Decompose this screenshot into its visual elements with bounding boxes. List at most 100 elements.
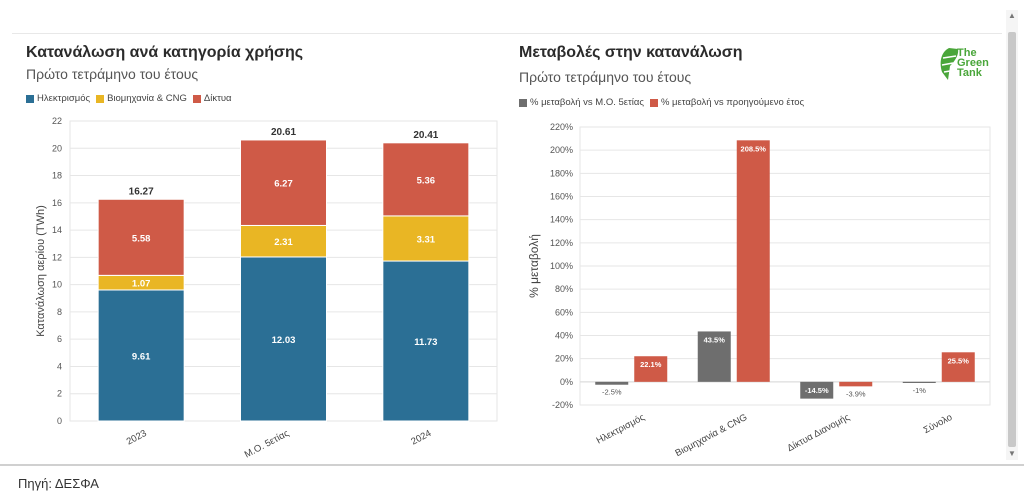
legend-label: Δίκτυα: [203, 93, 232, 104]
top-divider: [12, 33, 1002, 34]
x-tick-label: Βιομηχανία & CNG: [674, 412, 750, 459]
scroll-down-icon[interactable]: ▼: [1008, 449, 1016, 458]
bar-segment: [240, 139, 327, 226]
y-tick-label: 4: [57, 361, 62, 371]
scrollbar-thumb[interactable]: [1008, 32, 1016, 447]
logo-line3: Tank: [957, 67, 982, 79]
y-tick-label: 8: [57, 307, 62, 317]
bar: [634, 356, 668, 382]
y-tick-label: 220%: [550, 122, 573, 132]
logo-text: The Green Tank: [957, 47, 989, 79]
consumption-stacked-bar-chart: 0 2 4 6 8 10 12 14 16 18 20 22 Κατανάλωση αερίου (TW…: [35, 116, 498, 461]
legend-label: Βιομηχανία & CNG: [107, 93, 187, 104]
data-label: 3.31: [417, 234, 436, 245]
bar: [839, 381, 873, 387]
y-tick-label: 14: [52, 225, 62, 235]
data-label: -1%: [913, 386, 927, 395]
y-tick-label: -20%: [552, 400, 573, 410]
legend-swatch: [96, 94, 105, 103]
y-axis-label: % μεταβολή: [527, 234, 541, 298]
data-label: 2.31: [274, 237, 293, 248]
legend-item: Βιομηχανία & CNG: [96, 93, 187, 104]
logo-line1: The: [957, 47, 977, 59]
total-label: 20.61: [271, 127, 296, 138]
leaf-logo-icon: [940, 48, 959, 80]
bar: [902, 381, 936, 383]
bar-segment: [382, 215, 470, 262]
y-tick-label: 6: [57, 334, 62, 344]
y-tick-label: 80%: [555, 284, 573, 294]
y-tick-label: 20: [52, 143, 62, 153]
y-tick-label: 20%: [555, 354, 573, 364]
scroll-up-icon[interactable]: ▲: [1008, 11, 1016, 20]
y-tick-label: 16: [52, 198, 62, 208]
bar: [697, 331, 731, 382]
bar-segment: [382, 142, 470, 217]
right-chart-legend: % μεταβολή vs Μ.Ο. 5ετίας % μεταβολή vs π…: [519, 97, 810, 108]
legend-swatch: [649, 98, 658, 107]
legend-item: % μεταβολή vs Μ.Ο. 5ετίας: [519, 97, 644, 108]
y-tick-label: 180%: [550, 168, 573, 178]
y-tick-label: 2: [57, 389, 62, 399]
y-tick-label: 60%: [555, 307, 573, 317]
legend-swatch: [519, 98, 527, 107]
y-tick-label: 12: [52, 252, 62, 262]
data-label: 5.36: [417, 175, 436, 186]
y-tick-label: 160%: [550, 192, 573, 202]
y-tick-label: 200%: [550, 145, 573, 155]
bar: [595, 381, 629, 385]
source-note: Πηγή: ΔΕΣΦΑ: [18, 476, 99, 491]
green-tank-logo: The Green Tank: [938, 44, 998, 88]
data-label: -2.5%: [602, 388, 622, 397]
x-tick-label: Ηλεκτρισμός: [595, 412, 647, 447]
data-label: 22.1%: [640, 360, 662, 369]
y-tick-label: 120%: [550, 238, 573, 248]
bar-segment: [97, 198, 185, 276]
right-chart-title: Μεταβολές στην κατανάλωση: [519, 44, 743, 61]
bar: [800, 381, 834, 399]
left-chart-legend: Ηλεκτρισμός Βιομηχανία & CNG Δίκτυα: [26, 93, 238, 104]
legend-item: % μεταβολή vs προηγούμενο έτος: [649, 97, 805, 108]
data-label: 11.73: [414, 337, 437, 348]
data-label: 1.07: [132, 279, 151, 290]
change-bar-chart: -20% 0% 20% 40% 60% 80% 100% 120% 140% 160% 180% 20…: [527, 122, 991, 459]
y-tick-label: 100%: [550, 261, 573, 271]
total-label: 20.41: [413, 130, 438, 141]
bar-segment: [240, 256, 327, 422]
data-label: 25.5%: [948, 356, 970, 365]
data-label: 6.27: [274, 179, 293, 190]
y-tick-label: 0%: [560, 377, 573, 387]
legend-item: Ηλεκτρισμός: [26, 93, 90, 104]
data-label: 5.58: [132, 233, 151, 244]
dashboard-frame: Κατανάλωση ανά κατηγορία χρήσης Πρώτο τε…: [0, 10, 1024, 466]
bar-segment: [97, 289, 185, 422]
bar: [941, 352, 975, 382]
data-label: 9.61: [132, 351, 151, 362]
data-label: 208.5%: [741, 144, 767, 153]
vertical-scrollbar[interactable]: ▲ ▼: [1006, 10, 1018, 460]
legend-swatch: [26, 94, 34, 103]
right-chart-subtitle: Πρώτο τετράμηνο του έτους: [519, 69, 692, 85]
logo-line2: Green: [957, 57, 989, 69]
y-axis-label: Κατανάλωση αερίου (TWh): [35, 205, 47, 337]
legend-label: Ηλεκτρισμός: [37, 93, 91, 104]
data-label: 12.03: [272, 335, 296, 346]
data-label: -3.9%: [846, 389, 866, 398]
x-tick-label: Δίκτυα Διανομής: [785, 412, 852, 454]
left-chart-title: Κατανάλωση ανά κατηγορία χρήσης: [26, 44, 304, 61]
legend-item: Δίκτυα: [192, 93, 232, 104]
bar-segment: [240, 224, 327, 258]
legend-swatch: [192, 94, 201, 103]
legend-label: % μεταβολή vs προηγούμενο έτος: [660, 97, 805, 108]
y-tick-label: 10: [52, 280, 62, 290]
bar: [736, 140, 770, 382]
data-label: -14.5%: [805, 386, 829, 395]
y-tick-label: 0: [57, 416, 62, 426]
y-tick-label: 22: [52, 116, 62, 126]
left-chart-subtitle: Πρώτο τετράμηνο του έτους: [26, 66, 199, 82]
x-tick-label: Σύνολο: [922, 412, 954, 436]
y-tick-label: 40%: [555, 331, 573, 341]
total-label: 16.27: [129, 186, 154, 197]
legend-label: % μεταβολή vs Μ.Ο. 5ετίας: [530, 97, 644, 108]
y-tick-label: 140%: [550, 215, 573, 225]
